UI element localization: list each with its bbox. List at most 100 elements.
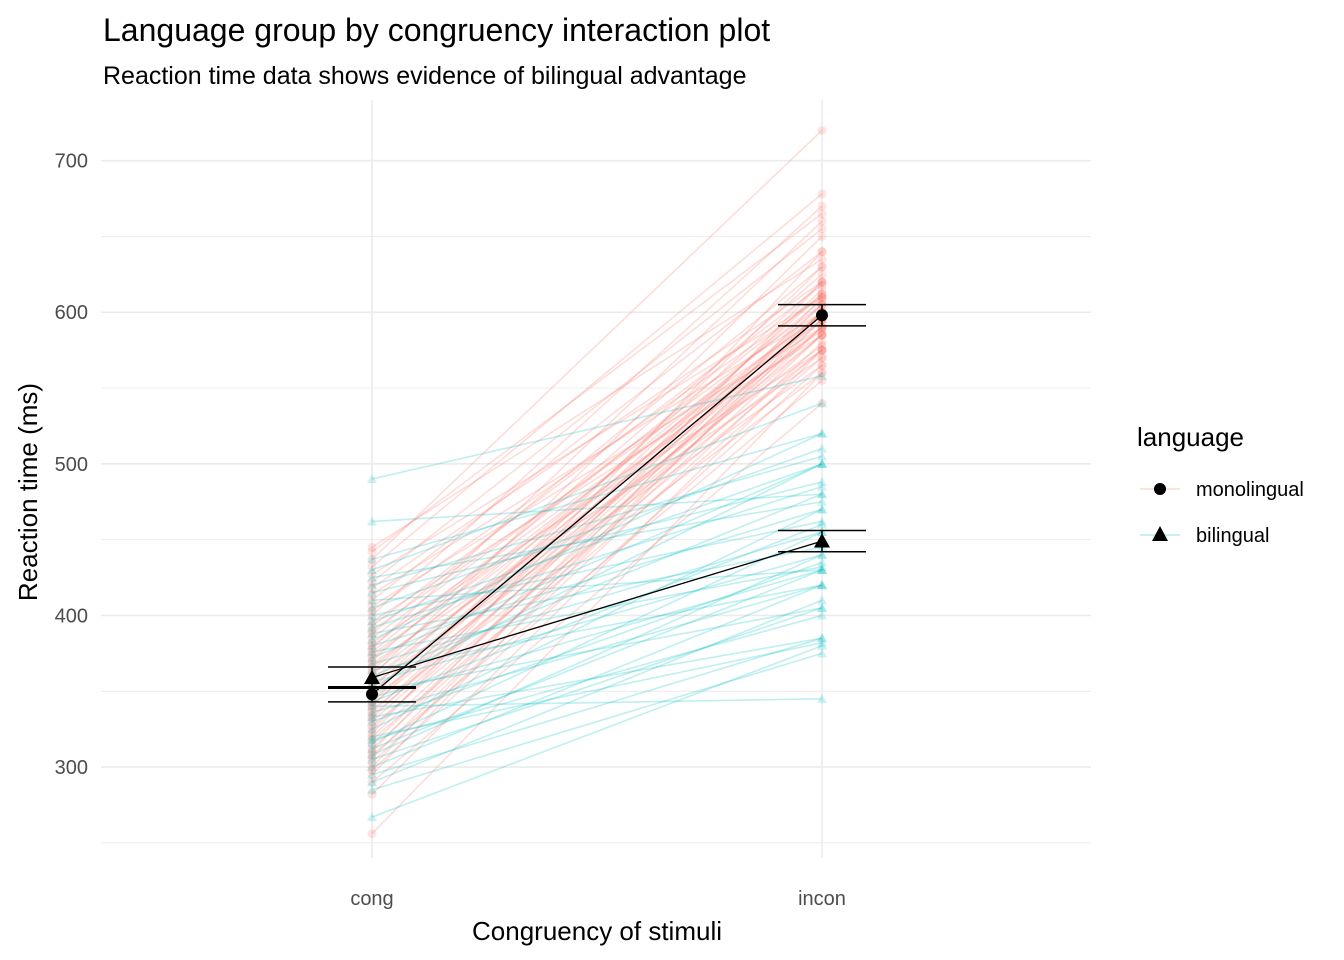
subject-line	[371, 293, 823, 653]
subject-point	[367, 707, 377, 717]
subject-point	[817, 345, 827, 355]
y-axis-ticks: 300 400 500 600 700	[55, 151, 88, 779]
subject-point	[367, 656, 377, 666]
subject-line	[371, 326, 823, 706]
subject-point	[367, 753, 377, 763]
subject-point	[817, 458, 827, 468]
subject-line	[371, 250, 823, 601]
subject-line	[371, 455, 823, 586]
subject-line	[371, 129, 823, 560]
subject-point	[817, 338, 827, 348]
subject-line	[371, 364, 823, 771]
subject-point	[817, 269, 827, 279]
gridlines	[101, 100, 1091, 858]
subject-line	[371, 561, 823, 723]
subject-line	[371, 698, 823, 708]
subject-point	[367, 595, 377, 605]
subject-point	[367, 638, 377, 648]
chart-title: Language group by congruency interaction…	[103, 12, 770, 48]
subject-point	[817, 398, 827, 408]
subject-point	[367, 710, 377, 720]
subject-line	[371, 485, 823, 629]
subject-point	[367, 701, 377, 711]
subject-line	[371, 251, 823, 735]
subject-line	[371, 463, 823, 623]
subject-line	[371, 349, 823, 727]
subject-line	[371, 326, 823, 738]
subject-point	[817, 295, 827, 305]
subject-line	[371, 375, 823, 480]
subject-point	[367, 701, 377, 711]
subject-line	[371, 584, 823, 671]
subject-line	[371, 554, 823, 683]
subject-point	[817, 640, 827, 650]
y-tick-label: 700	[55, 151, 88, 173]
subject-point	[367, 739, 377, 749]
subject-point	[817, 254, 827, 264]
subject-point	[817, 345, 827, 355]
subject-point	[367, 754, 377, 764]
subject-line	[371, 357, 823, 665]
subject-line	[371, 357, 823, 741]
subject-point	[817, 247, 827, 257]
subject-point	[367, 621, 377, 631]
subject-line	[371, 402, 823, 783]
subject-point	[817, 451, 827, 461]
subject-point	[367, 743, 377, 753]
legend-key-circle	[1154, 483, 1166, 495]
subject-point	[817, 637, 827, 647]
subject-point	[367, 653, 377, 663]
legend-key-triangle	[1152, 526, 1168, 541]
subject-point	[367, 474, 377, 483]
subject-point	[817, 610, 827, 620]
subject-point	[817, 262, 827, 272]
subject-line	[371, 372, 823, 711]
subject-point	[367, 572, 377, 582]
subject-point	[367, 721, 377, 731]
subject-point	[817, 189, 827, 199]
subject-point	[817, 496, 827, 506]
subject-point	[367, 769, 377, 779]
subject-point	[367, 640, 377, 650]
subject-point	[367, 757, 377, 767]
subject-line	[371, 523, 823, 703]
subject-line	[371, 281, 823, 753]
subject-point	[817, 209, 827, 219]
subject-line	[371, 447, 823, 609]
subject-point	[817, 458, 827, 468]
subject-point	[367, 610, 377, 620]
subject-point	[367, 777, 377, 787]
subject-point	[367, 765, 377, 775]
subject-point	[817, 345, 827, 355]
subject-line	[371, 599, 823, 783]
subject-point	[817, 289, 827, 299]
subject-point	[367, 564, 377, 574]
subject-point	[817, 368, 827, 378]
x-tick-label: cong	[350, 888, 393, 910]
subject-point	[817, 125, 827, 135]
subject-point	[817, 580, 827, 590]
subject-line	[371, 508, 823, 647]
subject-point	[817, 277, 827, 287]
subject-line	[371, 349, 823, 700]
chart-subtitle: Reaction time data shows evidence of bil…	[103, 62, 746, 90]
subject-point	[367, 829, 377, 839]
subject-line	[371, 273, 823, 662]
subject-point	[367, 652, 377, 662]
subject-line	[371, 584, 823, 768]
subject-point	[367, 732, 377, 742]
subject-point	[367, 554, 377, 564]
subject-point	[367, 583, 377, 593]
subject-point	[367, 629, 377, 639]
subject-point	[367, 617, 377, 627]
subject-point	[817, 564, 827, 574]
subject-point	[817, 564, 827, 574]
subject-point	[367, 747, 377, 757]
subject-line	[371, 402, 823, 571]
x-axis-ticks: cong incon	[350, 888, 846, 910]
subject-point	[367, 542, 377, 552]
subject-point	[817, 375, 827, 385]
subject-point	[817, 285, 827, 294]
subject-point	[817, 549, 827, 559]
subject-point	[817, 481, 827, 491]
